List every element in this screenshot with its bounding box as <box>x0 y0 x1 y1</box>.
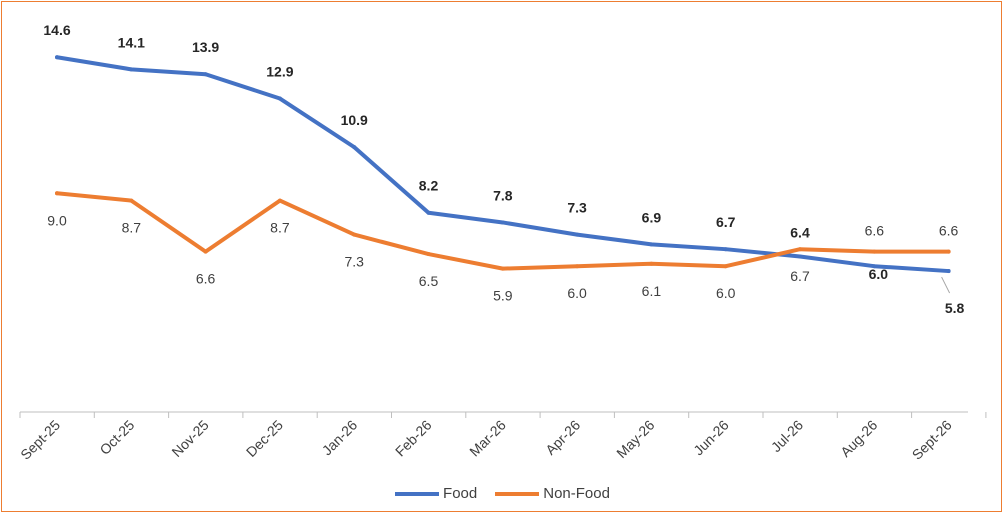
data-label-food: 8.2 <box>419 178 439 194</box>
data-point-food <box>575 232 580 237</box>
legend-item-food: Food <box>395 485 477 502</box>
data-label-non-food: 6.1 <box>642 283 662 299</box>
legend: Food Non-Food <box>0 485 1005 502</box>
x-tick-label: Nov-25 <box>168 417 211 460</box>
x-tick-label: Jun-26 <box>690 417 732 459</box>
data-label-food: 6.9 <box>642 209 662 225</box>
data-label-food: 6.7 <box>716 214 736 230</box>
series-line-food <box>55 55 951 274</box>
data-point-non-food <box>723 264 728 269</box>
data-label-non-food: 8.7 <box>270 220 290 236</box>
data-label-non-food: 6.7 <box>790 268 810 284</box>
data-label-food: 14.6 <box>43 22 70 38</box>
data-label-food: 12.9 <box>266 64 293 80</box>
data-point-food <box>500 220 505 225</box>
x-tick-label: Jul-26 <box>768 417 806 455</box>
data-label-non-food: 9.0 <box>47 212 67 228</box>
data-label-non-food: 7.3 <box>344 254 364 270</box>
data-point-non-food <box>55 191 59 196</box>
data-point-food <box>872 264 877 269</box>
data-label-non-food: 6.0 <box>567 285 587 301</box>
data-point-food <box>203 72 208 77</box>
data-label-food: 6.0 <box>869 266 889 282</box>
x-tick-label: Sept-26 <box>909 417 955 463</box>
data-point-food <box>649 242 654 247</box>
data-point-non-food <box>277 198 282 203</box>
data-point-food <box>723 247 728 252</box>
data-label-non-food: 8.7 <box>122 220 142 236</box>
data-point-non-food <box>500 266 505 271</box>
data-point-non-food <box>129 198 134 203</box>
data-point-non-food <box>798 247 802 252</box>
data-point-food <box>277 96 282 101</box>
legend-label-non-food: Non-Food <box>543 485 610 502</box>
data-label-food: 14.1 <box>118 34 145 50</box>
data-label-food: 13.9 <box>192 39 219 55</box>
data-point-non-food <box>575 264 580 269</box>
data-label-non-food: 6.0 <box>716 285 736 301</box>
data-label-food: 10.9 <box>341 112 368 128</box>
data-label-food: 7.8 <box>493 187 513 203</box>
line-chart: Sept-25 Oct-25 Nov-25 Dec-25 Jan-26 Feb-26 Mar… <box>17 22 987 463</box>
data-label-non-food: 6.6 <box>865 223 885 239</box>
x-tick-label: Mar-26 <box>466 417 509 460</box>
data-point-food <box>426 210 431 215</box>
data-label-non-food: 6.5 <box>419 273 439 289</box>
x-tick-label: Sept-25 <box>17 417 63 463</box>
x-tick-label: Jan-26 <box>319 417 361 459</box>
data-label-non-food: 5.9 <box>493 288 513 304</box>
data-label-food: 7.3 <box>567 200 587 216</box>
legend-item-non-food: Non-Food <box>495 485 610 502</box>
data-point-food <box>798 254 802 259</box>
x-tick-label: Apr-26 <box>542 417 583 458</box>
data-label-non-food: 6.6 <box>196 271 216 287</box>
data-point-non-food <box>649 261 654 266</box>
legend-swatch-food <box>395 491 440 496</box>
x-tick-label: Aug-26 <box>837 417 880 460</box>
data-label-food: 6.4 <box>790 224 810 240</box>
legend-label-food: Food <box>443 485 478 502</box>
data-point-non-food <box>946 249 951 254</box>
x-tick-label: Dec-25 <box>243 417 286 460</box>
legend-swatch-non-food <box>495 491 540 496</box>
data-label-food: 5.8 <box>945 300 965 316</box>
x-tick-label: Feb-26 <box>392 417 435 460</box>
data-point-non-food <box>872 249 877 254</box>
x-tick-label: May-26 <box>613 417 657 461</box>
data-point-food <box>946 269 951 274</box>
data-point-non-food <box>352 232 357 237</box>
x-tick-label: Oct-25 <box>96 417 137 458</box>
data-point-food <box>352 145 357 150</box>
data-label-non-food: 6.6 <box>939 223 959 239</box>
data-point-food <box>129 67 134 72</box>
data-label-leader-line <box>941 276 951 294</box>
data-point-non-food <box>426 252 431 257</box>
data-point-non-food <box>203 249 208 254</box>
data-point-food <box>55 55 59 60</box>
